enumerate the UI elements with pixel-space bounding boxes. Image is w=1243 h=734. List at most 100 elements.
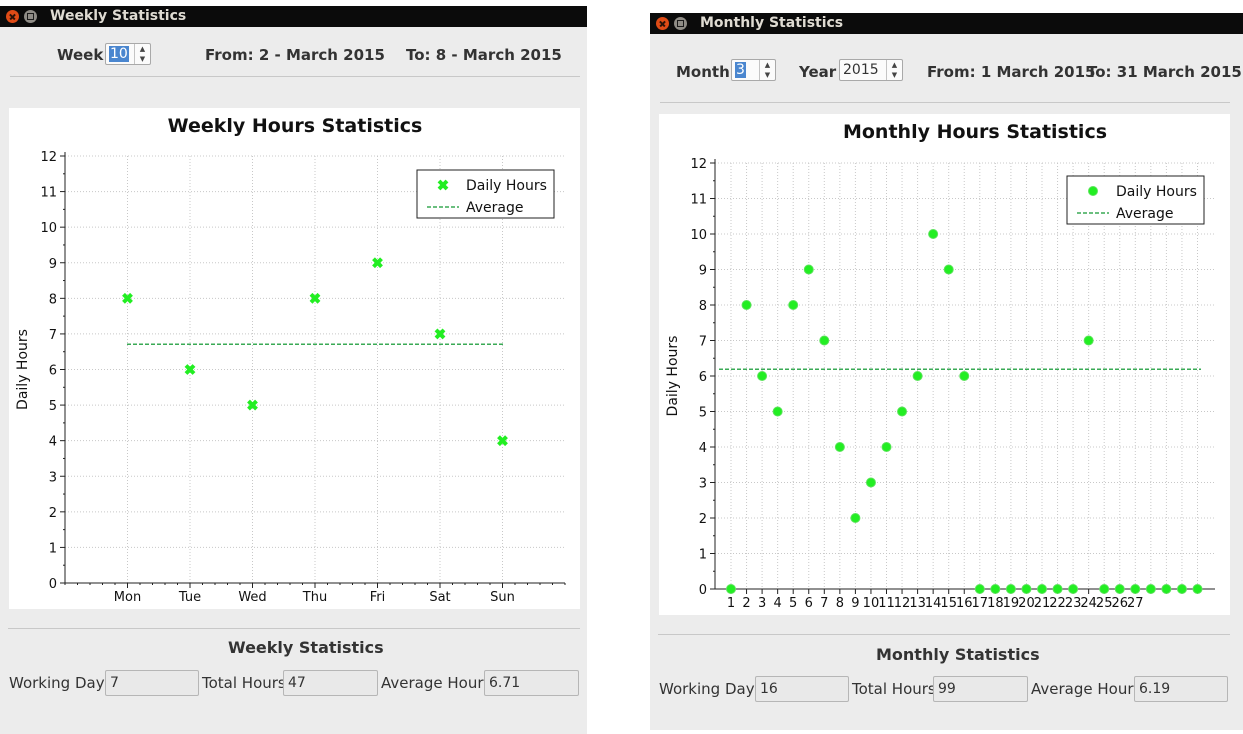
year-label: Year xyxy=(799,63,837,81)
x-tick-label: 12 xyxy=(894,596,911,611)
data-point-stroke xyxy=(309,292,321,304)
average-hours-field[interactable]: 6.71 xyxy=(484,670,579,696)
monthly-statistics-window: Monthly Statistics Month 3 ▲ ▼ Year 2015 … xyxy=(650,13,1243,730)
legend: Daily Hours Average xyxy=(1066,175,1205,225)
data-point-stroke xyxy=(497,435,508,447)
data-point xyxy=(434,328,446,340)
working-days-field[interactable]: 7 xyxy=(105,670,199,696)
data-point xyxy=(990,584,1001,594)
y-tick-label: 5 xyxy=(49,399,57,414)
week-value[interactable]: 10 xyxy=(109,46,129,62)
y-tick-label: 6 xyxy=(49,364,57,379)
legend-box xyxy=(1066,175,1205,225)
y-tick-label: 3 xyxy=(49,470,57,485)
legend-label-average: Average xyxy=(466,200,524,216)
from-date: From: 1 March 2015 xyxy=(927,63,1096,81)
data-point xyxy=(928,229,939,239)
data-point xyxy=(1192,584,1203,594)
y-tick-label: 9 xyxy=(49,257,57,272)
x-tick-label: Tue xyxy=(178,590,201,605)
x-tick-label: 6 xyxy=(805,596,813,611)
monthly-chart-panel: Monthly Hours Statistics 0 1 2 3 4 5 6 7 8 9 10 11 12… xyxy=(659,114,1230,615)
data-point xyxy=(1052,584,1063,594)
year-value[interactable]: 2015 xyxy=(843,62,879,78)
spinner-arrows-icon[interactable]: ▲ ▼ xyxy=(134,44,150,64)
x-tick-label: 17 xyxy=(972,596,989,611)
x-tick-label: 27 xyxy=(1127,596,1144,611)
working-days-label: Working Days xyxy=(659,680,763,698)
x-tick-label: 3 xyxy=(758,596,766,611)
x-tick-label: 14 xyxy=(925,596,942,611)
y-tick-label: 12 xyxy=(40,150,57,165)
y-tick-label: 12 xyxy=(690,157,707,172)
data-point xyxy=(497,435,508,447)
x-tick-label: 9 xyxy=(851,596,859,611)
average-hours-field[interactable]: 6.19 xyxy=(1134,676,1228,702)
month-value[interactable]: 3 xyxy=(735,62,746,78)
x-tick-label: 1 xyxy=(727,596,735,611)
x-tick-label: Mon xyxy=(114,590,141,605)
x-tick-label: 23 xyxy=(1065,596,1082,611)
y-tick-label: 0 xyxy=(699,583,707,598)
x-tick-label: 13 xyxy=(909,596,926,611)
data-point xyxy=(1145,584,1156,594)
y-tick-label: 1 xyxy=(49,541,57,556)
data-point-stroke xyxy=(122,292,133,304)
to-date: To: 8 - March 2015 xyxy=(406,46,562,64)
total-hours-label: Total Hours xyxy=(202,674,286,692)
month-spinner[interactable]: 3 ▲ ▼ xyxy=(731,59,776,81)
separator xyxy=(8,628,580,629)
data-point xyxy=(247,399,258,411)
data-point xyxy=(834,442,845,452)
data-point xyxy=(819,335,830,346)
data-point-stroke xyxy=(247,399,258,411)
y-tick-label: 11 xyxy=(40,186,57,201)
x-tick-label: 18 xyxy=(987,596,1004,611)
average-hours-label: Average Hours xyxy=(1031,680,1142,698)
window-title: Weekly Statistics xyxy=(50,8,187,24)
x-tick-label: Sat xyxy=(429,590,450,605)
data-point xyxy=(1083,335,1094,346)
average-hours-label: Average Hours xyxy=(381,674,492,692)
separator xyxy=(10,76,580,77)
data-point xyxy=(1130,584,1141,594)
weekly-title-bar: Weekly Statistics xyxy=(0,6,587,27)
y-tick-label: 4 xyxy=(49,435,57,450)
data-point xyxy=(850,513,861,523)
data-point xyxy=(372,257,383,269)
close-icon[interactable] xyxy=(656,17,669,30)
close-icon[interactable] xyxy=(6,10,19,23)
x-tick-label: 26 xyxy=(1111,596,1128,611)
legend-box xyxy=(416,169,555,219)
spinner-arrows-icon[interactable]: ▲ ▼ xyxy=(759,60,775,80)
data-point xyxy=(803,264,814,275)
maximize-icon[interactable] xyxy=(674,17,687,30)
spinner-arrows-icon[interactable]: ▲ ▼ xyxy=(886,60,902,80)
weekly-statistics-window: Weekly Statistics Week 10 ▲ ▼ From: 2 - M… xyxy=(0,6,587,734)
x-tick-label: 24 xyxy=(1080,596,1097,611)
total-hours-field[interactable]: 99 xyxy=(933,676,1028,702)
data-point xyxy=(881,442,892,452)
working-days-field[interactable]: 16 xyxy=(755,676,849,702)
maximize-icon[interactable] xyxy=(24,10,37,23)
y-tick-label: 0 xyxy=(49,577,57,592)
legend-label-daily: Daily Hours xyxy=(466,178,547,194)
week-spinner[interactable]: 10 ▲ ▼ xyxy=(105,43,151,65)
y-axis-label: Daily Hours xyxy=(15,329,31,410)
data-point xyxy=(726,584,736,594)
data-point xyxy=(757,371,768,381)
total-hours-field[interactable]: 47 xyxy=(283,670,378,696)
y-tick-label: 9 xyxy=(699,264,707,279)
data-point xyxy=(122,292,133,304)
y-axis-label: Daily Hours xyxy=(665,336,681,417)
y-tick-label: 10 xyxy=(40,221,57,236)
x-tick-label: 22 xyxy=(1049,596,1066,611)
legend: Daily Hours Average xyxy=(416,169,555,219)
x-tick-label: 7 xyxy=(820,596,828,611)
year-spinner[interactable]: 2015 ▲ ▼ xyxy=(839,59,903,81)
monthly-title-bar: Monthly Statistics xyxy=(650,13,1243,34)
x-tick-label: 20 xyxy=(1018,596,1035,611)
data-point-stroke xyxy=(372,257,383,269)
x-tick-label: Fri xyxy=(370,590,386,605)
data-point xyxy=(1068,584,1079,594)
